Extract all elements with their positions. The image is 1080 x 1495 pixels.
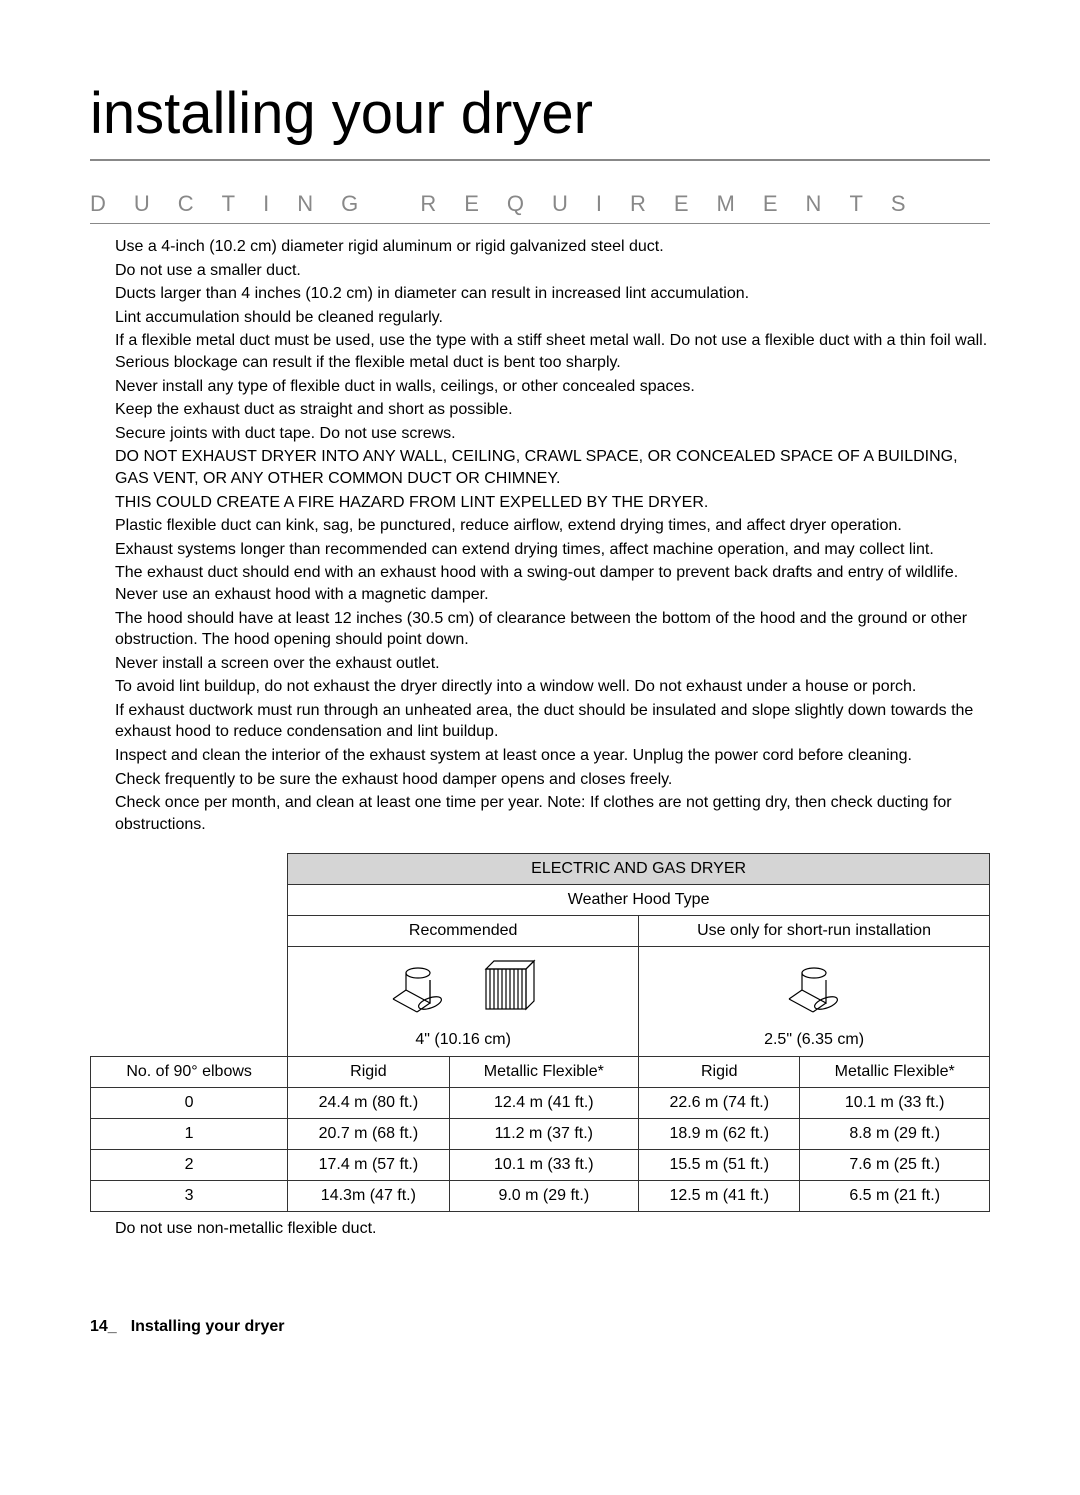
table-row: 314.3m (47 ft.)9.0 m (29 ft.)12.5 m (41 … xyxy=(91,1181,990,1212)
table-cell: 11.2 m (37 ft.) xyxy=(449,1119,639,1150)
table-cell: 6.5 m (21 ft.) xyxy=(800,1181,990,1212)
table-cell: 2 xyxy=(91,1150,288,1181)
section-heading: DUCTING REQUIREMENTS xyxy=(90,191,990,224)
table-cell: 1 xyxy=(91,1119,288,1150)
col-flex-4: Metallic Flexible* xyxy=(449,1057,639,1088)
table-cell: 0 xyxy=(91,1088,288,1119)
table-cell: 7.6 m (25 ft.) xyxy=(800,1150,990,1181)
table-row: 217.4 m (57 ft.)10.1 m (33 ft.)15.5 m (5… xyxy=(91,1150,990,1181)
page-title: installing your dryer xyxy=(90,80,990,161)
duct-table: ELECTRIC AND GAS DRYER Weather Hood Type… xyxy=(90,853,990,1212)
table-cell: 12.4 m (41 ft.) xyxy=(449,1088,639,1119)
table-cell: 17.4 m (57 ft.) xyxy=(288,1150,449,1181)
shortrun-label: Use only for short-run installation xyxy=(639,916,990,947)
table-header-main: ELECTRIC AND GAS DRYER xyxy=(288,854,990,885)
page-number: 14_ xyxy=(90,1318,117,1336)
bullet-item: Check frequently to be sure the exhaust … xyxy=(115,769,990,791)
bullet-item: If a flexible metal duct must be used, u… xyxy=(115,330,990,373)
col-flex-25: Metallic Flexible* xyxy=(800,1057,990,1088)
hood-4in-icon xyxy=(378,955,548,1025)
footnote: Do not use non-metallic flexible duct. xyxy=(90,1220,990,1238)
bullet-item: Do not use a smaller duct. xyxy=(115,260,990,282)
bullet-item: Exhaust systems longer than recommended … xyxy=(115,539,990,561)
table-cell: 8.8 m (29 ft.) xyxy=(800,1119,990,1150)
hood-25in-cell: 2.5" (6.35 cm) xyxy=(639,947,990,1057)
hood-4in-cell: 4" (10.16 cm) xyxy=(288,947,639,1057)
table-header-hood: Weather Hood Type xyxy=(288,885,990,916)
table-row: 120.7 m (68 ft.)11.2 m (37 ft.)18.9 m (6… xyxy=(91,1119,990,1150)
table-cell: 12.5 m (41 ft.) xyxy=(639,1181,800,1212)
bullet-item: Keep the exhaust duct as straight and sh… xyxy=(115,399,990,421)
table-cell: 15.5 m (51 ft.) xyxy=(639,1150,800,1181)
col-rigid-25: Rigid xyxy=(639,1057,800,1088)
footer-label: Installing your dryer xyxy=(131,1318,285,1336)
bullet-item: The hood should have at least 12 inches … xyxy=(115,608,990,651)
bullet-item: To avoid lint buildup, do not exhaust th… xyxy=(115,676,990,698)
table-cell: 14.3m (47 ft.) xyxy=(288,1181,449,1212)
col-rigid-4: Rigid xyxy=(288,1057,449,1088)
bullet-item: DO NOT EXHAUST DRYER INTO ANY WALL, CEIL… xyxy=(115,446,990,489)
bullet-list: Use a 4-inch (10.2 cm) diameter rigid al… xyxy=(90,236,990,835)
hood-25in-label: 2.5" (6.35 cm) xyxy=(647,1031,981,1049)
bullet-item: Ducts larger than 4 inches (10.2 cm) in … xyxy=(115,283,990,305)
bullet-item: THIS COULD CREATE A FIRE HAZARD FROM LIN… xyxy=(115,492,990,514)
table-cell: 24.4 m (80 ft.) xyxy=(288,1088,449,1119)
recommended-label: Recommended xyxy=(288,916,639,947)
footer: 14_ Installing your dryer xyxy=(90,1318,990,1336)
table-cell: 18.9 m (62 ft.) xyxy=(639,1119,800,1150)
bullet-item: Plastic flexible duct can kink, sag, be … xyxy=(115,515,990,537)
table-cell: 10.1 m (33 ft.) xyxy=(449,1150,639,1181)
bullet-item: Lint accumulation should be cleaned regu… xyxy=(115,307,990,329)
table-cell: 10.1 m (33 ft.) xyxy=(800,1088,990,1119)
bullet-item: Use a 4-inch (10.2 cm) diameter rigid al… xyxy=(115,236,990,258)
table-row: 024.4 m (80 ft.)12.4 m (41 ft.)22.6 m (7… xyxy=(91,1088,990,1119)
bullet-item: Inspect and clean the interior of the ex… xyxy=(115,745,990,767)
table-cell: 3 xyxy=(91,1181,288,1212)
table-cell: 9.0 m (29 ft.) xyxy=(449,1181,639,1212)
hood-4in-label: 4" (10.16 cm) xyxy=(296,1031,630,1049)
bullet-item: If exhaust ductwork must run through an … xyxy=(115,700,990,743)
bullet-item: Never install any type of flexible duct … xyxy=(115,376,990,398)
bullet-item: Never install a screen over the exhaust … xyxy=(115,653,990,675)
table-cell: 22.6 m (74 ft.) xyxy=(639,1088,800,1119)
bullet-item: Check once per month, and clean at least… xyxy=(115,792,990,835)
elbows-header: No. of 90° elbows xyxy=(91,1057,288,1088)
bullet-item: The exhaust duct should end with an exha… xyxy=(115,562,990,605)
hood-25in-icon xyxy=(764,955,864,1025)
table-cell: 20.7 m (68 ft.) xyxy=(288,1119,449,1150)
bullet-item: Secure joints with duct tape. Do not use… xyxy=(115,423,990,445)
